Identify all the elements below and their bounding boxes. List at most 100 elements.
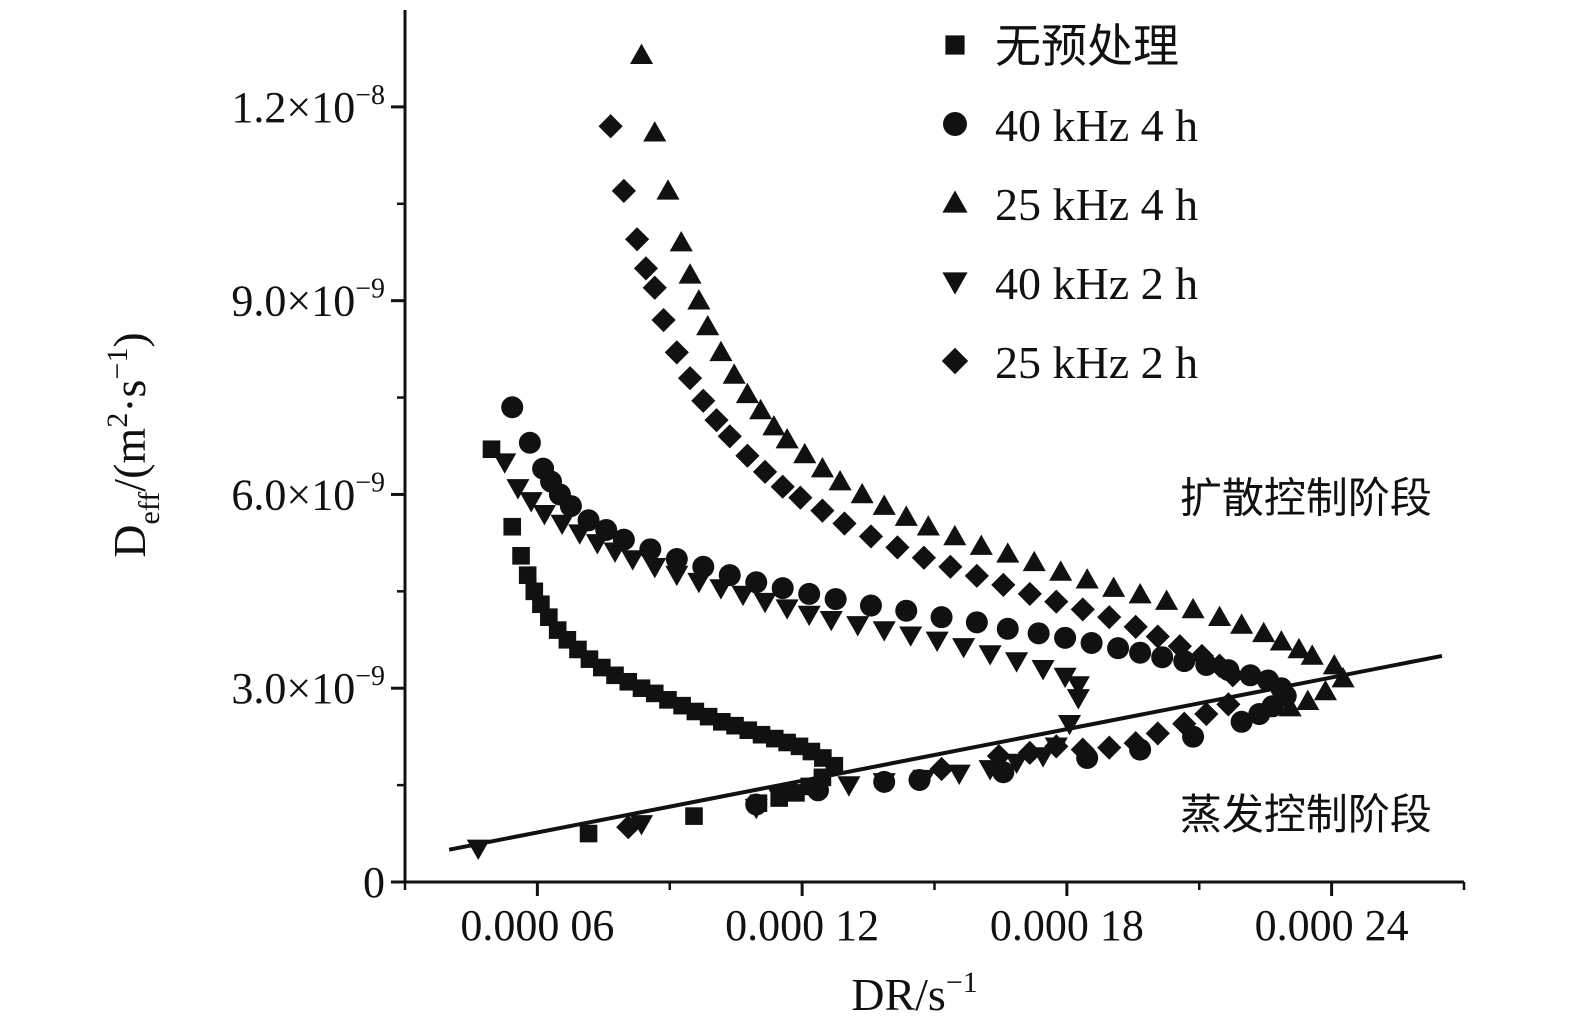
data-point <box>1097 735 1122 760</box>
data-point <box>598 114 623 139</box>
data-point <box>1107 637 1130 660</box>
data-point <box>771 577 794 600</box>
data-point <box>749 398 773 420</box>
data-point <box>619 672 638 691</box>
legend-marker <box>942 272 968 295</box>
data-point <box>1300 644 1324 665</box>
data-point <box>739 721 758 740</box>
data-point <box>766 786 790 807</box>
data-point <box>1287 637 1311 659</box>
data-point <box>1322 654 1346 675</box>
data-point <box>1017 581 1042 607</box>
data-point <box>978 645 1002 666</box>
data-point <box>1005 652 1029 673</box>
data-point <box>885 535 910 560</box>
data-point <box>798 582 821 605</box>
data-point <box>585 534 609 555</box>
data-point <box>1216 692 1241 717</box>
data-point <box>518 566 537 584</box>
data-point <box>1031 660 1055 681</box>
data-point <box>678 263 702 284</box>
data-point <box>1075 568 1099 589</box>
data-point <box>1252 621 1276 643</box>
data-point <box>512 547 530 565</box>
data-point <box>643 557 667 579</box>
data-point <box>677 366 703 391</box>
data-point <box>824 588 847 611</box>
data-point <box>687 572 711 594</box>
data-point <box>704 408 729 433</box>
x-tick-label: 0.000 24 <box>1255 901 1409 950</box>
data-point <box>606 666 624 685</box>
data-point <box>911 545 937 570</box>
legend-marker <box>945 35 965 55</box>
y-tick-label: 0 <box>363 858 385 907</box>
data-point <box>770 474 795 499</box>
data-point <box>1123 731 1148 756</box>
data-point <box>659 691 677 709</box>
legend-marker <box>942 190 968 213</box>
data-point <box>692 555 715 578</box>
x-tick-label: 0.000 06 <box>460 901 614 950</box>
data-point <box>744 798 768 820</box>
data-point <box>1313 679 1337 701</box>
data-point <box>493 453 517 474</box>
data-point <box>691 388 716 413</box>
data-point <box>859 594 882 617</box>
data-point <box>559 495 582 518</box>
data-point <box>579 824 598 843</box>
data-point <box>632 679 651 698</box>
data-point <box>466 839 490 860</box>
data-point <box>592 658 611 677</box>
data-point <box>639 538 662 561</box>
legend-marker <box>943 112 967 136</box>
data-point <box>916 515 940 536</box>
data-point <box>1044 734 1069 759</box>
data-point <box>664 340 689 365</box>
data-point <box>810 457 834 478</box>
data-point <box>978 760 1002 781</box>
legend-marker <box>941 347 969 375</box>
data-point <box>965 611 988 634</box>
data-point <box>1027 622 1050 645</box>
data-point <box>872 621 896 642</box>
data-point <box>1151 646 1174 669</box>
data-point <box>1172 711 1197 736</box>
data-point <box>633 256 659 281</box>
data-point <box>722 363 746 384</box>
data-point <box>1128 583 1152 604</box>
data-point <box>709 579 733 600</box>
data-point <box>832 511 857 536</box>
data-point <box>1269 630 1293 651</box>
data-point <box>952 638 976 659</box>
data-point <box>656 179 680 200</box>
data-point <box>1080 632 1103 655</box>
data-point <box>624 227 650 252</box>
data-point <box>643 121 667 142</box>
data-point <box>819 610 843 632</box>
y-tick-label: 1.2×10−8 <box>231 80 385 132</box>
data-point <box>930 606 953 629</box>
y-axis-title: Deff/(m2·s−1) <box>101 332 166 557</box>
data-point <box>964 563 989 588</box>
data-point <box>735 443 760 468</box>
data-point <box>894 505 918 526</box>
data-point <box>810 498 835 523</box>
legend-label: 40 kHz 2 h <box>995 258 1198 309</box>
data-point <box>996 542 1020 563</box>
data-point <box>801 776 826 801</box>
y-tick-label: 9.0×10−9 <box>231 274 385 326</box>
data-point <box>532 505 556 526</box>
x-tick-label: 0.000 18 <box>990 901 1144 950</box>
data-point <box>1239 664 1262 687</box>
data-point <box>550 514 574 536</box>
data-point <box>1167 634 1192 659</box>
data-point <box>969 534 993 555</box>
data-point <box>762 415 786 436</box>
data-point <box>788 485 813 510</box>
data-point <box>735 382 759 404</box>
data-point <box>991 572 1016 597</box>
data-point <box>858 524 884 549</box>
data-point <box>651 307 676 333</box>
